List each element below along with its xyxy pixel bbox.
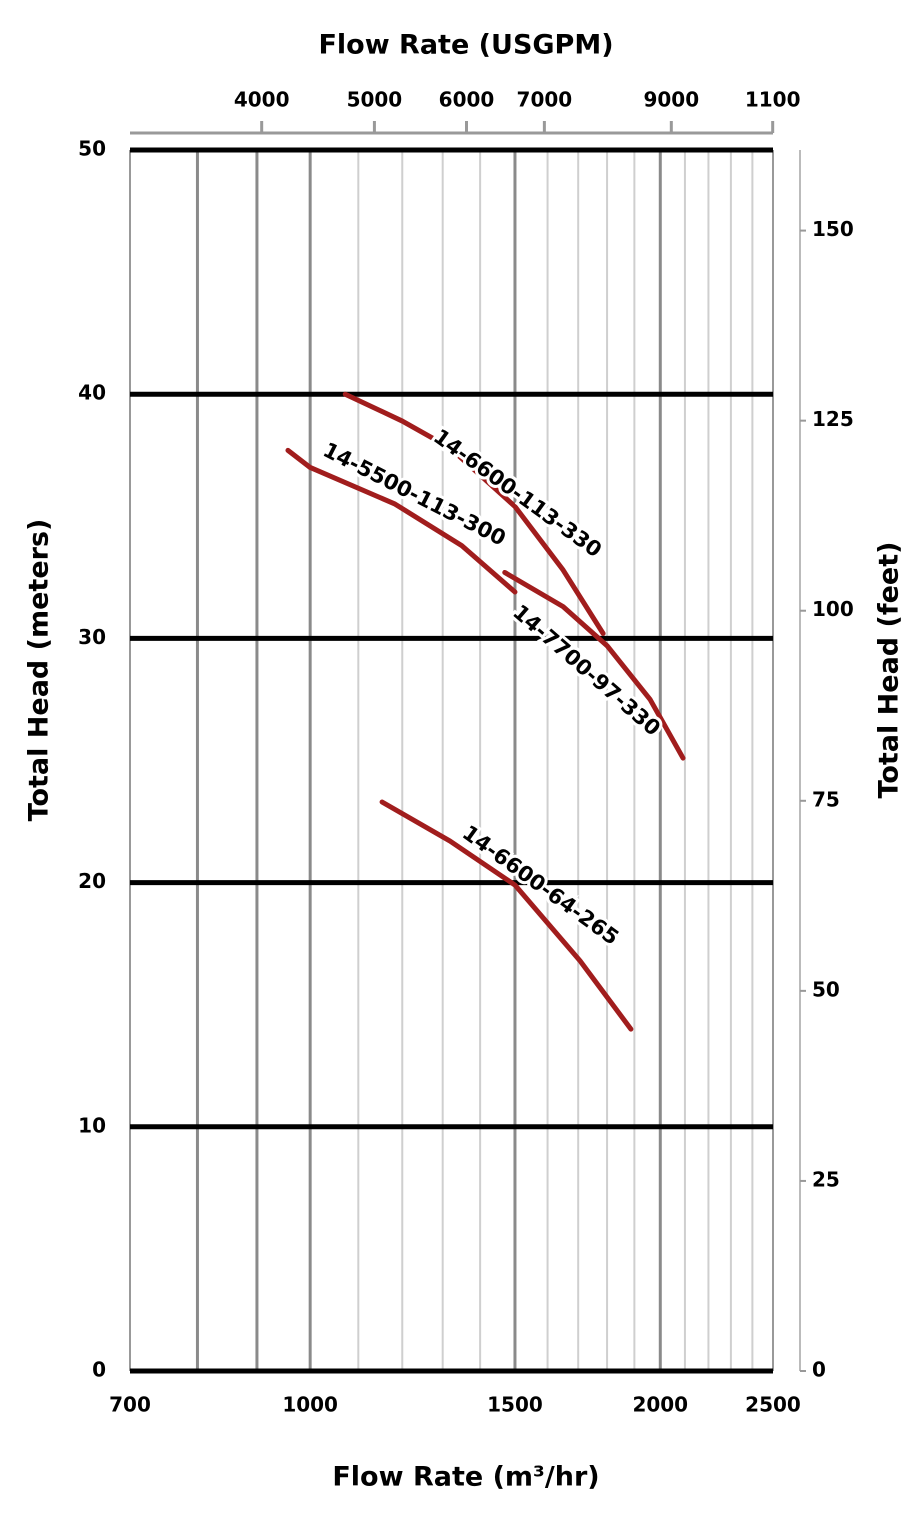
x2-tick-label: 5000 bbox=[347, 88, 403, 112]
y-tick-label: 30 bbox=[78, 625, 106, 649]
top-axis-title: Flow Rate (USGPM) bbox=[318, 30, 613, 61]
pump-curve bbox=[285, 447, 518, 595]
y-tick-label: 0 bbox=[92, 1358, 106, 1382]
x-tick-label: 700 bbox=[109, 1393, 151, 1417]
y-tick-label: 10 bbox=[78, 1113, 106, 1137]
curve-label: 14-7700-97-330 bbox=[508, 600, 665, 741]
x-tick-label: 1000 bbox=[282, 1393, 338, 1417]
y2-tick-label: 75 bbox=[812, 787, 840, 811]
pump-curve bbox=[342, 391, 606, 637]
y-tick-label: 20 bbox=[78, 869, 106, 893]
x2-tick-label: 7000 bbox=[517, 88, 573, 112]
x2-tick-label: 1100 bbox=[745, 88, 801, 112]
y2-tick-label: 50 bbox=[812, 977, 840, 1001]
y2-tick-label: 125 bbox=[812, 407, 854, 431]
y2-tick-label: 150 bbox=[812, 217, 854, 241]
x-tick-label: 2000 bbox=[632, 1393, 688, 1417]
x2-tick-label: 6000 bbox=[439, 88, 495, 112]
y2-tick-label: 0 bbox=[812, 1358, 826, 1382]
x2-tick-label: 9000 bbox=[643, 88, 699, 112]
y2-tick-label: 25 bbox=[812, 1167, 840, 1191]
x2-tick-label: 4000 bbox=[234, 88, 290, 112]
y-axis-title: Total Head (meters) bbox=[24, 519, 55, 822]
pump-curve bbox=[379, 799, 634, 1032]
y2-axis-title: Total Head (feet) bbox=[874, 542, 905, 799]
y2-tick-label: 100 bbox=[812, 597, 854, 621]
curve-label: 14-6600-64-265 bbox=[458, 821, 623, 950]
pump-curve bbox=[502, 569, 686, 761]
y-tick-label: 50 bbox=[78, 137, 106, 161]
x-tick-label: 2500 bbox=[745, 1393, 801, 1417]
bottom-axis-title: Flow Rate (m³/hr) bbox=[332, 1462, 599, 1493]
y-tick-label: 40 bbox=[78, 381, 106, 405]
x-tick-label: 1500 bbox=[487, 1393, 543, 1417]
